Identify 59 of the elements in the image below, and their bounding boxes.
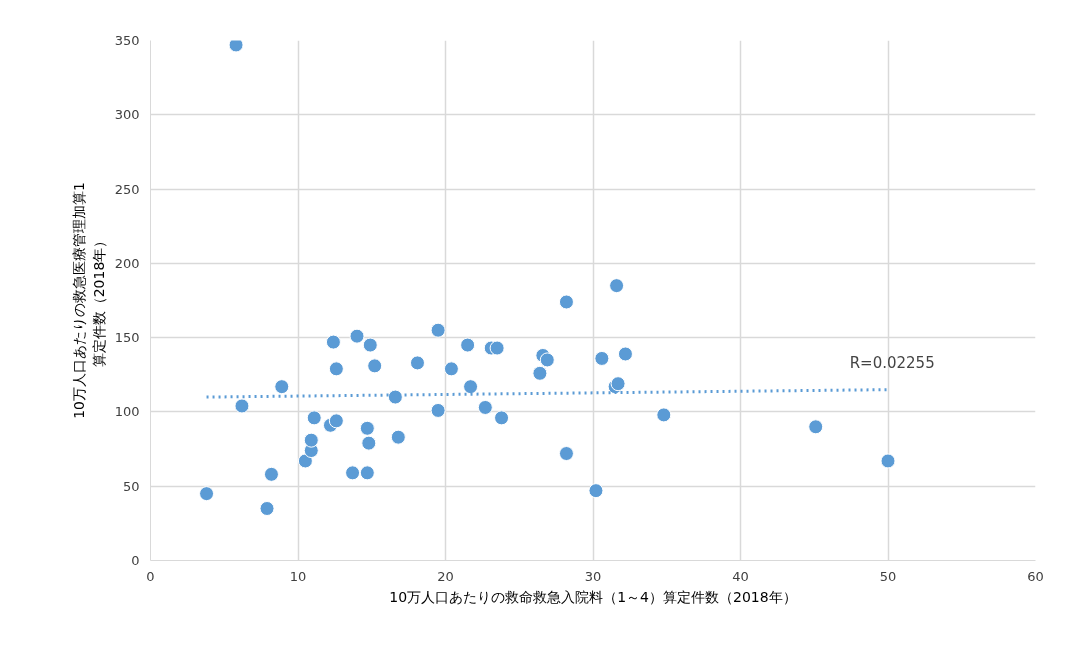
y-tick-label: 250: [114, 181, 140, 197]
point: [409, 355, 425, 371]
point: [617, 346, 633, 362]
point: [362, 337, 378, 353]
point: [328, 413, 344, 429]
point: [228, 40, 244, 53]
point: [390, 429, 406, 445]
point: [361, 435, 377, 451]
point: [494, 410, 510, 426]
x-tick-label: 10: [289, 568, 307, 584]
point: [463, 379, 479, 395]
point: [430, 402, 446, 418]
point: [297, 453, 313, 469]
point: [199, 486, 215, 502]
point: [539, 352, 555, 368]
point: [656, 407, 672, 423]
y-axis-title: 10万人口あたりの救急医療管理加算1 算定件数（2018年）: [71, 182, 107, 419]
point: [430, 322, 446, 338]
point: [387, 389, 403, 405]
point: [349, 328, 365, 344]
x-axis-title: 10万人口あたりの救命救急入院料（1～4）算定件数（2018年）: [389, 588, 797, 605]
x-tick-label: 30: [584, 568, 602, 584]
point: [880, 453, 896, 469]
point: [306, 410, 322, 426]
x-tick-label: 60: [1027, 568, 1044, 584]
point: [443, 361, 459, 377]
x-tick-label: 50: [879, 568, 897, 584]
x-tick-label: 40: [732, 568, 749, 584]
y-tick-label: 100: [114, 404, 140, 420]
point: [609, 278, 625, 294]
point: [259, 501, 275, 516]
point: [359, 465, 375, 481]
point: [359, 420, 375, 436]
x-tick-label: 0: [146, 568, 155, 584]
point: [588, 483, 604, 499]
point: [808, 419, 824, 435]
point: [477, 399, 493, 415]
point: [303, 432, 319, 448]
point: [263, 466, 279, 482]
x-tick-label: 20: [437, 568, 454, 584]
point: [325, 334, 341, 350]
y-tick-label: 350: [114, 33, 140, 48]
point: [345, 465, 361, 481]
point: [532, 365, 548, 381]
annotation: R=0.02255: [849, 353, 935, 372]
y-tick-label: 300: [114, 107, 140, 123]
y-tick-label: 150: [114, 330, 140, 346]
point: [460, 337, 476, 353]
y-tick-label: 0: [131, 553, 140, 568]
y-tick-label: 200: [114, 255, 140, 271]
point: [367, 358, 383, 374]
point: [558, 294, 574, 310]
point: [328, 361, 344, 377]
y-tick-label: 50: [122, 478, 140, 494]
point: [594, 350, 610, 366]
point: [558, 446, 574, 462]
point: [234, 398, 250, 414]
point: [489, 340, 505, 356]
point: [274, 379, 290, 395]
